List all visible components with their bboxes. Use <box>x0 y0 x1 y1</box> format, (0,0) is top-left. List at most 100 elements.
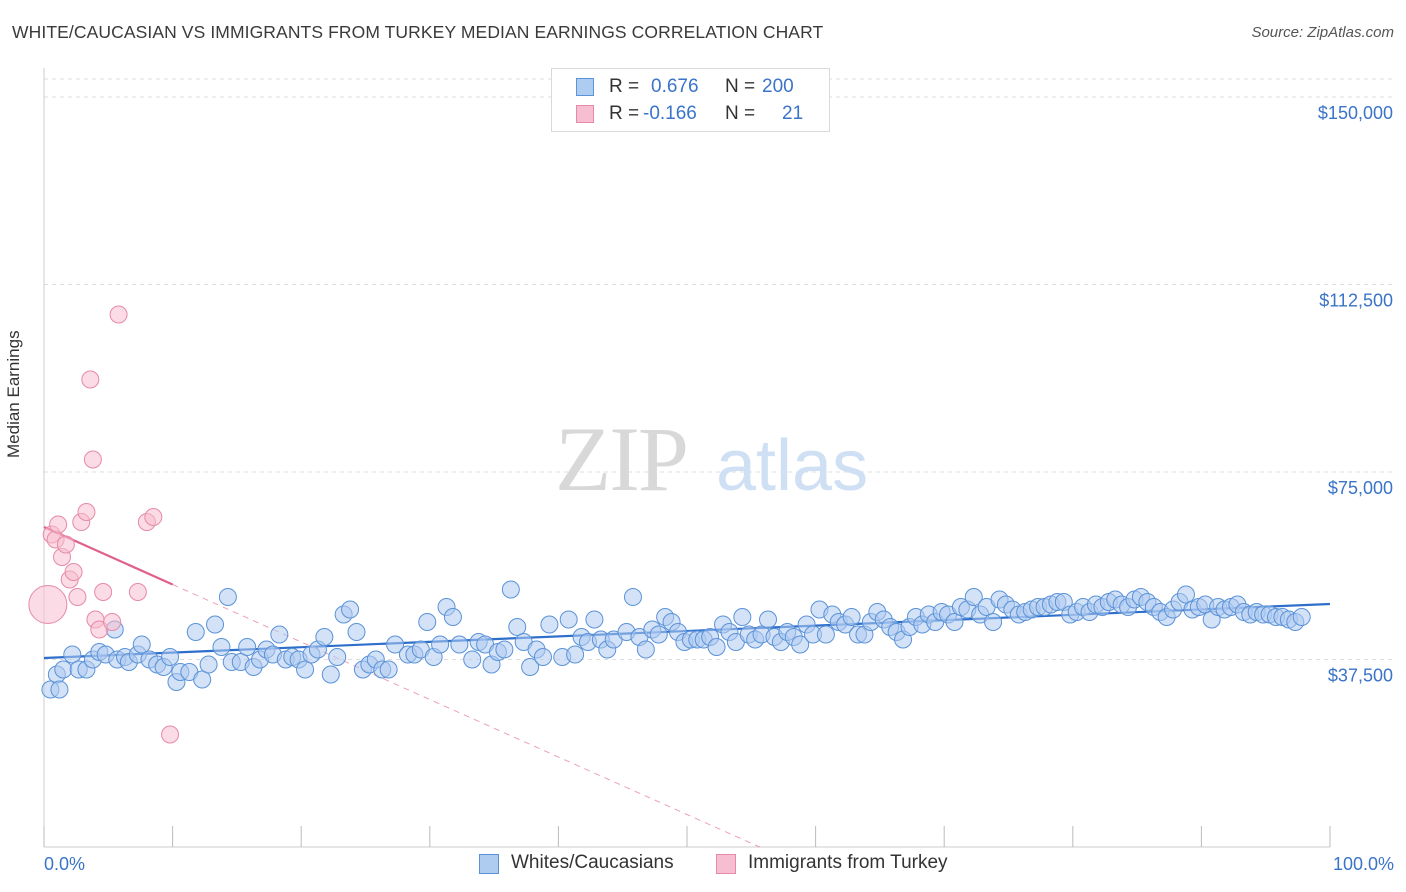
legend-label: Immigrants from Turkey <box>748 852 948 873</box>
point-turkey <box>161 725 180 744</box>
point-whites <box>386 635 405 654</box>
point-whites <box>649 625 668 644</box>
data-points <box>28 305 1311 744</box>
point-whites <box>816 625 835 644</box>
point-whites <box>964 588 983 606</box>
point-whites <box>315 628 334 646</box>
point-whites <box>791 635 810 654</box>
legend-n-value: 21 <box>782 103 804 124</box>
point-whites <box>328 648 347 666</box>
point-turkey <box>49 515 68 534</box>
point-whites <box>63 645 82 664</box>
point-whites <box>418 613 437 631</box>
point-whites <box>379 660 398 679</box>
point-whites <box>566 645 585 664</box>
axes <box>43 68 1331 848</box>
point-whites <box>321 665 340 684</box>
point-turkey <box>103 613 122 631</box>
point-whites <box>559 610 578 629</box>
point-whites <box>132 635 151 654</box>
point-whites <box>443 608 462 626</box>
trend-lines <box>43 525 1331 848</box>
legend-swatch-blue <box>479 854 499 874</box>
point-turkey <box>68 588 87 606</box>
point-turkey <box>56 535 75 554</box>
legend-n-value: 200 <box>762 76 794 97</box>
point-whites <box>238 638 257 656</box>
legend-row-turkey: R = -0.166 N = 21 <box>552 103 829 126</box>
legend-item-turkey[interactable]: Immigrants from Turkey <box>716 852 976 876</box>
point-whites <box>199 655 218 674</box>
point-whites <box>533 648 552 666</box>
legend-r-value: -0.166 <box>643 103 697 124</box>
point-whites <box>495 640 514 659</box>
point-turkey <box>64 563 83 581</box>
point-whites <box>945 613 964 631</box>
point-whites <box>984 613 1003 631</box>
legend-item-whites[interactable]: Whites/Caucasians <box>479 852 699 876</box>
legend-label: Whites/Caucasians <box>511 852 674 873</box>
point-whites <box>1176 585 1195 604</box>
point-turkey <box>28 585 68 624</box>
tick-labels: $37,500 $75,000 $112,500 $150,000 0.0% 100.0% <box>44 103 1394 874</box>
point-whites <box>759 610 778 629</box>
legend-swatch-blue <box>576 78 594 96</box>
y-tick-label: $150,000 <box>1318 103 1393 123</box>
point-whites <box>733 608 752 626</box>
point-turkey <box>109 305 128 324</box>
legend-r-label: R = <box>609 76 640 97</box>
point-turkey <box>77 503 96 521</box>
point-whites <box>842 608 861 626</box>
y-tick-label: $112,500 <box>1319 291 1393 311</box>
legend-swatch-pink <box>716 854 736 874</box>
point-turkey <box>144 508 163 526</box>
chart-title: WHITE/CAUCASIAN VS IMMIGRANTS FROM TURKE… <box>12 22 824 42</box>
point-whites <box>161 648 180 666</box>
point-whites <box>431 635 450 654</box>
point-whites <box>218 588 237 606</box>
watermark-atlas: atlas <box>716 426 868 506</box>
legend-n-label: N = <box>725 103 756 124</box>
point-whites <box>50 680 69 699</box>
stats-legend: R = 0.676 N = 200 R = -0.166 N = 21 <box>551 68 830 132</box>
point-whites <box>212 638 231 656</box>
point-whites <box>186 623 205 641</box>
point-whites <box>501 580 520 599</box>
y-tick-label: $37,500 <box>1328 666 1393 686</box>
trend-line-turkey-extension <box>172 584 760 848</box>
point-whites <box>1292 608 1311 626</box>
y-tick-label: $75,000 <box>1328 478 1393 498</box>
point-whites <box>585 610 604 629</box>
x-tick-label: 100.0% <box>1333 854 1394 874</box>
point-whites <box>623 588 642 606</box>
legend-row-whites: R = 0.676 N = 200 <box>552 76 829 99</box>
legend-swatch-pink <box>576 105 594 123</box>
point-whites <box>540 615 559 634</box>
point-whites <box>341 600 360 619</box>
legend-n-label: N = <box>725 76 756 97</box>
point-whites <box>521 658 540 676</box>
point-whites <box>296 660 315 679</box>
point-whites <box>707 638 726 656</box>
point-whites <box>347 623 366 641</box>
watermark: ZIP atlas <box>555 408 868 510</box>
point-whites <box>450 635 469 654</box>
point-whites <box>193 670 212 689</box>
point-whites <box>636 640 655 659</box>
legend-r-value: 0.676 <box>651 76 699 97</box>
point-whites <box>270 625 289 644</box>
watermark-zip: ZIP <box>555 408 687 510</box>
point-turkey <box>94 583 113 601</box>
point-whites <box>508 618 527 636</box>
point-turkey <box>128 583 147 601</box>
grid-lines <box>44 78 1394 660</box>
point-turkey <box>81 370 100 389</box>
source-credit: Source: ZipAtlas.com <box>1251 24 1394 41</box>
point-whites <box>54 660 73 679</box>
x-tick-label: 0.0% <box>44 854 85 874</box>
legend-r-label: R = <box>609 103 640 124</box>
point-whites <box>463 650 482 669</box>
point-whites <box>206 615 225 634</box>
point-turkey <box>83 450 102 469</box>
